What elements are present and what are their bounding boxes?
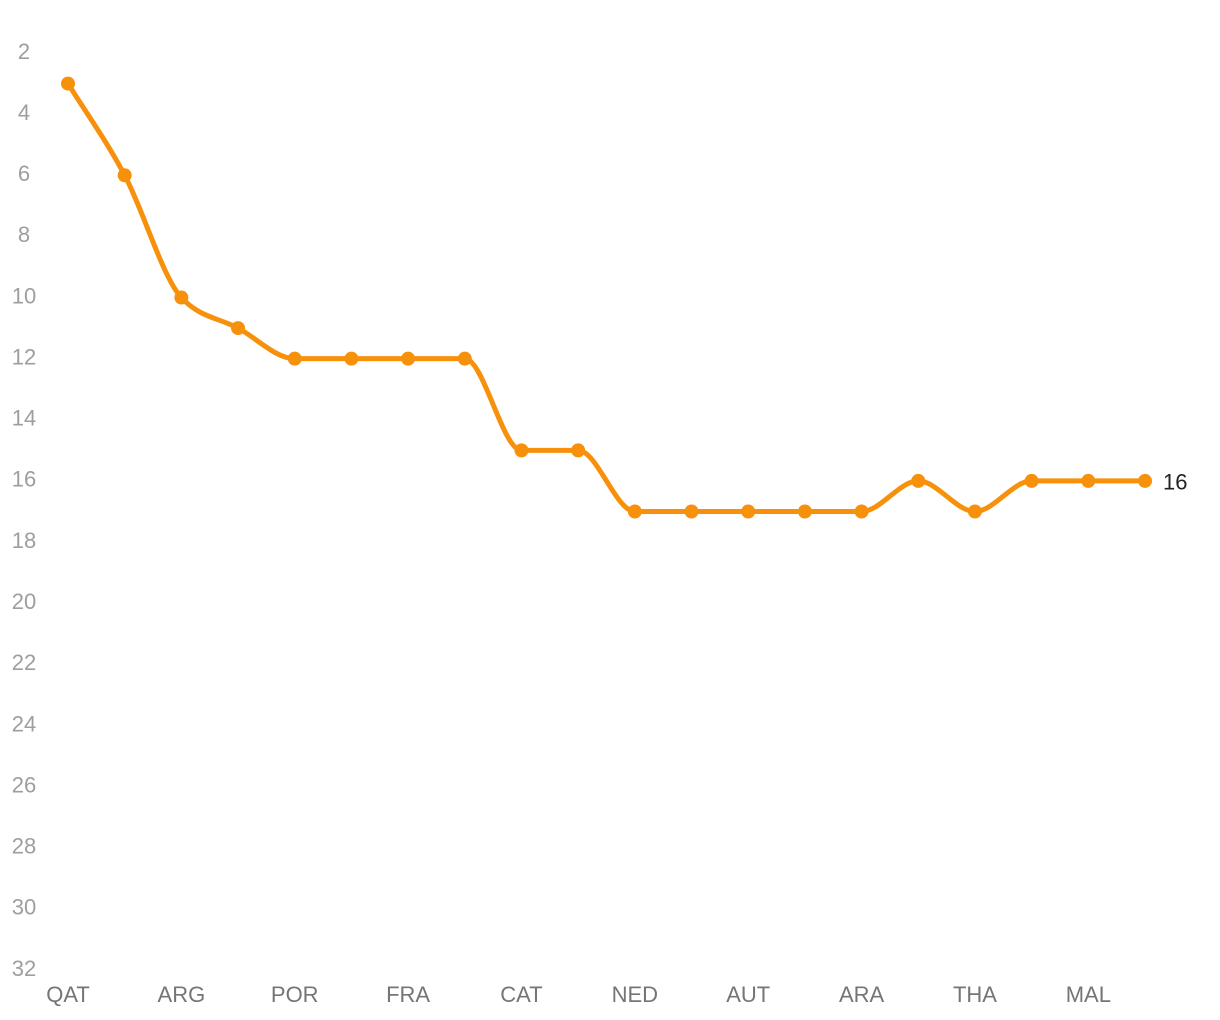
point [117, 168, 132, 183]
x-tick-label: THA [953, 982, 997, 1007]
point [1138, 473, 1152, 488]
y-tick-label: 20 [12, 589, 36, 614]
point [854, 504, 869, 519]
y-tick-label: 28 [12, 834, 36, 859]
end-label: 16 [1163, 470, 1187, 495]
y-tick-label: 24 [12, 711, 36, 736]
y-tick-label: 26 [12, 772, 36, 797]
point [684, 504, 699, 519]
line [65, 82, 1145, 514]
x-tick-label: ARG [158, 982, 206, 1007]
x-tick-label: POR [271, 982, 319, 1007]
y-tick-label: 30 [12, 895, 36, 920]
y-tick-label: 10 [12, 283, 36, 308]
point [231, 321, 246, 336]
y-tick-label: 4 [18, 100, 30, 125]
x-tick-label: CAT [500, 982, 542, 1007]
x-tick-label: AUT [726, 982, 770, 1007]
point [967, 504, 982, 519]
y-tick-label: 16 [12, 467, 36, 492]
point [457, 351, 472, 366]
y-tick-label: 18 [12, 528, 36, 553]
y-tick-label: 22 [12, 650, 36, 675]
point [797, 504, 812, 519]
x-tick-label: MAL [1066, 982, 1111, 1007]
y-tick-label: 6 [18, 161, 30, 186]
x-tick-label: NED [612, 982, 658, 1007]
point [287, 351, 302, 366]
y-tick-label: 8 [18, 222, 30, 247]
point [1024, 473, 1039, 488]
point [1081, 473, 1096, 488]
y-tick-label: 14 [12, 406, 36, 431]
y-tick-label: 32 [12, 956, 36, 981]
x-tick-label: ARA [839, 982, 885, 1007]
point [344, 351, 359, 366]
point [627, 504, 642, 519]
x-tick-label: FRA [386, 982, 430, 1007]
point [514, 443, 529, 458]
point [911, 473, 926, 488]
y-tick-label: 12 [12, 344, 36, 369]
x-tick-label: QAT [46, 982, 90, 1007]
point [61, 76, 75, 91]
point [741, 504, 756, 519]
y-tick-label: 2 [18, 39, 30, 64]
point [401, 351, 416, 366]
point [174, 290, 189, 305]
point [571, 443, 586, 458]
